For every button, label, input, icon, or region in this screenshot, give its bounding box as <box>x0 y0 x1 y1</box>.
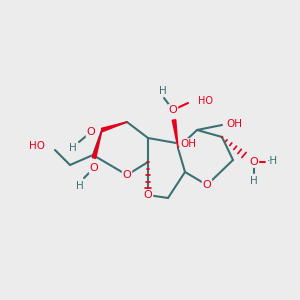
Text: H: H <box>76 181 84 191</box>
Text: O: O <box>123 170 131 180</box>
Polygon shape <box>172 120 178 148</box>
Text: O: O <box>250 157 258 167</box>
Text: O: O <box>90 163 98 173</box>
Text: HO: HO <box>198 96 213 106</box>
Text: ·H: ·H <box>266 156 278 166</box>
Text: O: O <box>169 105 177 115</box>
Text: H: H <box>159 86 167 96</box>
Text: HO: HO <box>29 141 45 151</box>
Polygon shape <box>92 130 102 158</box>
Text: OH: OH <box>226 119 242 129</box>
Polygon shape <box>101 122 127 132</box>
Text: OH: OH <box>180 139 196 149</box>
Text: O: O <box>87 127 95 137</box>
Text: H: H <box>250 176 258 186</box>
Text: O: O <box>144 190 152 200</box>
Text: O: O <box>202 180 211 190</box>
Text: H: H <box>69 143 77 153</box>
